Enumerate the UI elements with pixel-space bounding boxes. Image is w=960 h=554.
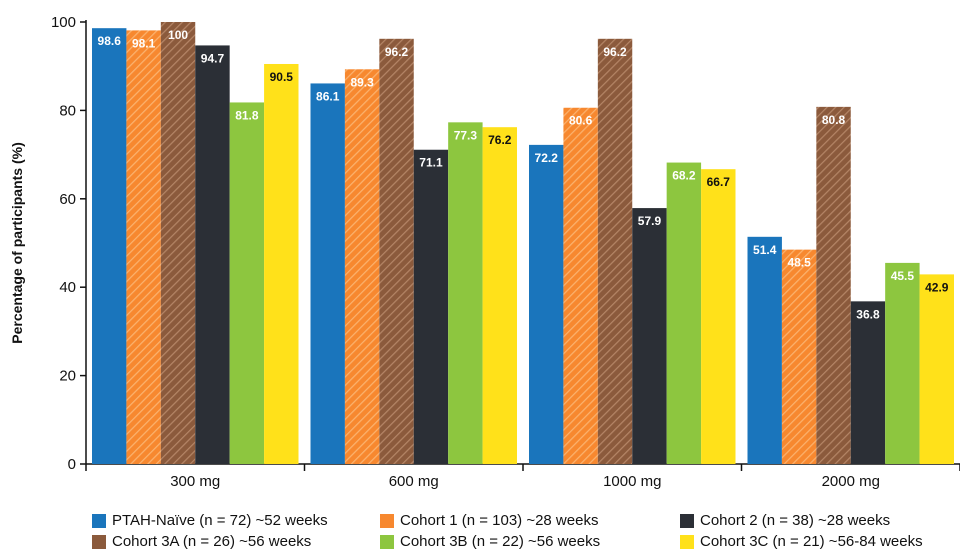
legend-swatch <box>92 513 106 528</box>
bar <box>816 106 851 464</box>
bar <box>310 83 345 465</box>
y-axis-title: Percentage of participants (%) <box>9 142 25 344</box>
bar-value-label: 98.6 <box>98 34 122 48</box>
y-tick-label: 0 <box>68 456 76 473</box>
x-axis: 300 mg 600 mg 1000 mg 2000 mg <box>85 463 960 490</box>
bar-value-label: 86.1 <box>316 89 340 103</box>
legend-swatch <box>680 513 694 528</box>
legend-swatch <box>380 534 394 549</box>
legend-item: PTAH-Naïve (n = 72) ~52 weeks <box>92 512 380 529</box>
legend-swatch <box>380 513 394 528</box>
bar-value-label: 57.9 <box>638 214 662 228</box>
bar <box>781 249 817 464</box>
bar-value-label: 68.2 <box>672 169 696 183</box>
bar-value-label: 96.2 <box>603 45 627 59</box>
bar <box>229 102 265 464</box>
bar-value-label: 48.5 <box>787 256 811 270</box>
bar-value-label: 98.1 <box>132 36 156 50</box>
bar-value-label: 100 <box>168 28 188 42</box>
x-tick-label: 1000 mg <box>603 473 661 490</box>
bar-value-label: 42.9 <box>925 280 949 294</box>
legend-label: PTAH-Naïve (n = 72) ~52 weeks <box>112 512 328 529</box>
bar <box>379 38 414 465</box>
bar <box>919 274 954 464</box>
bar <box>264 63 299 465</box>
bar-value-label: 80.8 <box>822 113 846 127</box>
bar <box>632 208 667 464</box>
legend-item: Cohort 3A (n = 26) ~56 weeks <box>92 533 380 550</box>
bar <box>850 301 886 464</box>
x-tick-label: 2000 mg <box>822 473 880 490</box>
legend-label: Cohort 3C (n = 21) ~56-84 weeks <box>700 533 923 550</box>
bar-value-label: 90.5 <box>270 70 294 84</box>
bar-value-label: 36.8 <box>856 307 880 321</box>
bar-value-label: 72.2 <box>535 151 559 165</box>
legend-item: Cohort 1 (n = 103) ~28 weeks <box>380 512 680 529</box>
legend-swatch <box>92 534 106 549</box>
bar-value-label: 94.7 <box>201 51 225 65</box>
bar <box>195 45 230 465</box>
x-tick-label: 600 mg <box>389 473 439 490</box>
bar-value-label: 45.5 <box>891 269 915 283</box>
bar-value-label: 96.2 <box>385 45 409 59</box>
bar-value-label: 51.4 <box>753 243 777 257</box>
bar <box>160 22 196 464</box>
bar <box>413 149 449 464</box>
y-tick-label: 20 <box>59 368 76 385</box>
bar-value-label: 71.1 <box>419 156 443 170</box>
bar-value-label: 80.6 <box>569 114 593 128</box>
bar-value-label: 77.3 <box>454 128 478 142</box>
bar <box>344 69 380 464</box>
legend-item: Cohort 3B (n = 22) ~56 weeks <box>380 533 680 550</box>
legend-label: Cohort 3A (n = 26) ~56 weeks <box>112 533 312 550</box>
bar <box>529 144 564 464</box>
bar-value-label: 89.3 <box>350 75 374 89</box>
y-axis: 0 20 40 60 80 100 <box>51 14 87 473</box>
legend-label: Cohort 3B (n = 22) ~56 weeks <box>400 533 601 550</box>
y-tick-label: 60 <box>59 191 76 208</box>
x-tick-label: 300 mg <box>170 473 220 490</box>
bar <box>482 127 517 465</box>
bar-value-label: 66.7 <box>707 175 731 189</box>
data-labels-group: 98.6 98.1 100 94.7 81.8 90.5 86.1 89.3 96.2 71.1 7… <box>98 28 949 321</box>
bar <box>126 30 161 464</box>
legend-label: Cohort 2 (n = 38) ~28 weeks <box>700 512 891 529</box>
y-tick-label: 100 <box>51 14 76 31</box>
legend-label: Cohort 1 (n = 103) ~28 weeks <box>400 512 599 529</box>
bar <box>747 236 782 464</box>
bars-group <box>92 22 954 465</box>
legend-swatch <box>680 534 694 549</box>
legend-item: Cohort 2 (n = 38) ~28 weeks <box>680 512 960 529</box>
bar <box>666 162 702 464</box>
bar <box>563 107 598 465</box>
legend: PTAH-Naïve (n = 72) ~52 weeks Cohort 1 (n… <box>92 512 960 550</box>
bar <box>701 169 736 464</box>
legend-item: Cohort 3C (n = 21) ~56-84 weeks <box>680 533 960 550</box>
bar <box>597 38 633 465</box>
bar <box>92 28 127 465</box>
bar <box>885 262 920 464</box>
bar-value-label: 81.8 <box>235 108 259 122</box>
y-tick-label: 80 <box>59 102 76 119</box>
bar <box>448 122 483 465</box>
bar-value-label: 76.2 <box>488 133 512 147</box>
y-tick-label: 40 <box>59 279 76 296</box>
